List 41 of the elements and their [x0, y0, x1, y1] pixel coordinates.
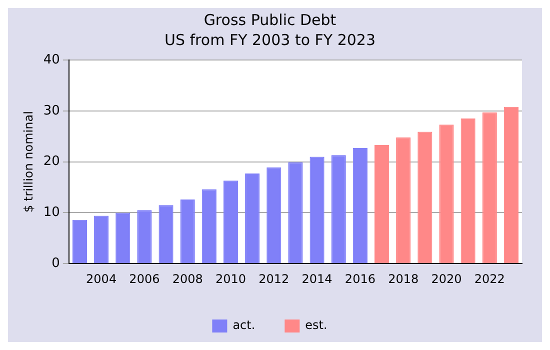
x-tick-label: 2006 [129, 272, 160, 286]
bar [245, 174, 260, 264]
chart-title: Gross Public Debt [204, 10, 336, 29]
y-tick-label: 20 [43, 154, 60, 170]
y-tick-label: 40 [43, 52, 60, 68]
bar [266, 167, 282, 264]
x-tick-label: 2010 [215, 272, 246, 286]
bar [439, 124, 454, 264]
bar [158, 205, 174, 264]
bar [116, 212, 130, 264]
y-axis-title: $ trillion nominal [21, 111, 36, 213]
x-tick-label: 2018 [388, 272, 419, 286]
bar [418, 132, 432, 264]
bar [310, 156, 324, 264]
bar [72, 220, 88, 264]
bar [374, 145, 390, 264]
x-tick-label: 2012 [258, 272, 290, 286]
bar [504, 106, 518, 264]
bar [331, 155, 346, 264]
legend-label: act. [232, 318, 256, 332]
y-tick-label: 0 [52, 256, 60, 271]
bar [94, 216, 109, 264]
x-tick-label: 2004 [86, 272, 117, 286]
bar [137, 210, 152, 264]
x-tick-label: 2016 [344, 272, 376, 286]
bar [202, 189, 216, 264]
bar [460, 118, 476, 264]
bar [396, 137, 411, 264]
legend-label: est. [305, 318, 328, 332]
bar [223, 180, 238, 264]
bar [180, 199, 195, 264]
x-tick-label: 2014 [302, 272, 332, 286]
bar [288, 162, 303, 264]
bar [482, 112, 497, 264]
y-tick-label: 30 [43, 103, 60, 118]
y-tick-label: 10 [43, 205, 60, 220]
bar [352, 148, 368, 264]
chart-subtitle: US from FY 2003 to FY 2023 [164, 30, 376, 49]
x-tick-label: 2020 [431, 272, 462, 286]
x-tick-label: 2008 [172, 272, 203, 286]
x-tick-label: 2022 [474, 272, 505, 286]
